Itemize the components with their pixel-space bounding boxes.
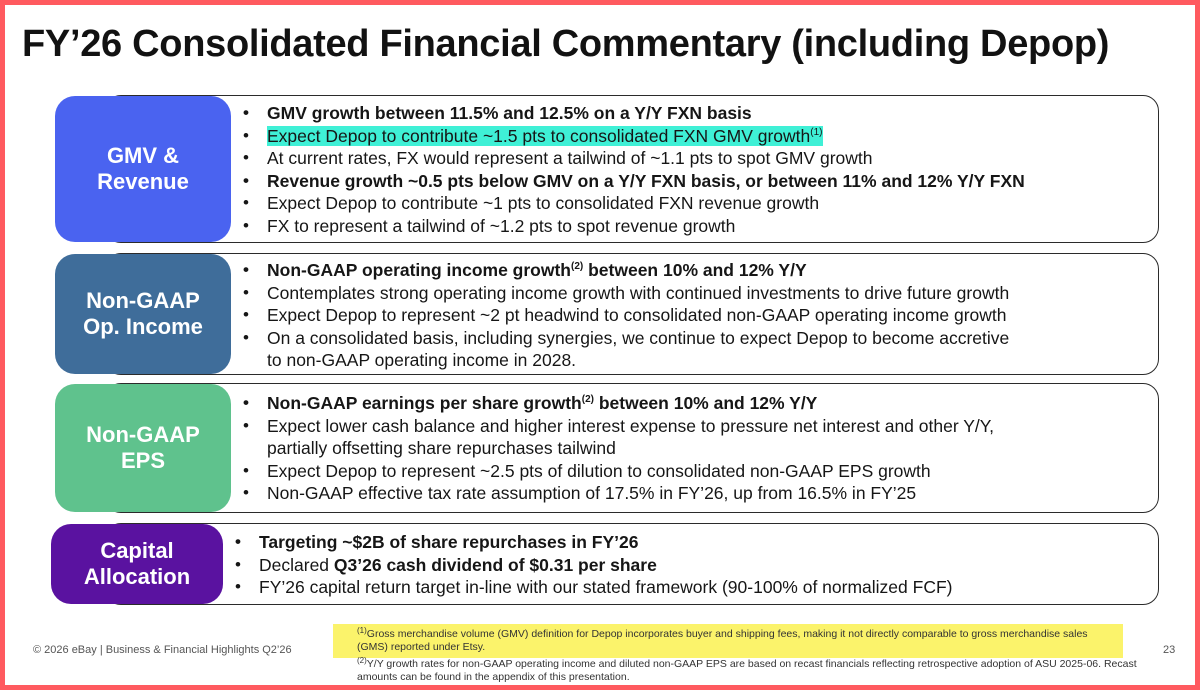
- footnote-1: (1)Gross merchandise volume (GMV) defini…: [333, 624, 1123, 658]
- section-eps: [105, 383, 1159, 513]
- bullet-item: • Non-GAAP effective tax rate assumption …: [243, 483, 917, 503]
- section-gmv-revenue: [105, 95, 1159, 243]
- bullet-item: • FX to represent a tailwind of ~1.2 pts …: [243, 215, 736, 236]
- bullet-item: • Expect Depop to contribute ~1.5 pts to …: [243, 125, 823, 146]
- footnote-2: (2)Y/Y growth rates for non-GAAP operati…: [357, 656, 1137, 684]
- bullet-item: • Declared Q3’26 cash dividend of $0.31 p…: [235, 554, 657, 575]
- bullet-item: • Expect lower cash balance and higher in…: [243, 415, 995, 459]
- bullet-item: • Non-GAAP operating income growth(2) bet…: [243, 260, 807, 280]
- section-op-income: [105, 253, 1159, 375]
- section-capital-allocation: [105, 523, 1159, 605]
- section-label-capital-allocation: Capital Allocation: [51, 524, 223, 604]
- page-title: FY’26 Consolidated Financial Commentary …: [22, 23, 1110, 65]
- page-number: 23: [1163, 644, 1176, 656]
- bullet-item: • On a consolidated basis, including syne…: [243, 327, 1010, 371]
- bullet-item: • Expect Depop to represent ~2.5 pts of d…: [243, 460, 931, 481]
- bullet-item: • Non-GAAP earnings per share growth(2) b…: [243, 393, 818, 413]
- section-label-op-income: Non-GAAP Op. Income: [55, 254, 231, 374]
- bullet-item: • Expect Depop to contribute ~1 pts to co…: [243, 193, 820, 213]
- bullet-item: • Expect Depop to represent ~2 pt headwin…: [243, 305, 1007, 325]
- section-label-gmv-revenue: GMV & Revenue: [55, 96, 231, 242]
- section-label-eps: Non-GAAP EPS: [55, 384, 231, 512]
- bullet-item: • Revenue growth ~0.5 pts below GMV on a …: [243, 170, 1025, 191]
- highlighted-text: Expect Depop to contribute ~1.5 pts to c…: [267, 125, 823, 146]
- bullet-list-eps: • Non-GAAP earnings per share growth(2) b…: [241, 392, 994, 505]
- bullet-list-capital-allocation: • Targeting ~$2B of share repurchases in …: [233, 531, 952, 599]
- bullet-item: • Contemplates strong operating income gr…: [243, 282, 1010, 303]
- bullet-list-gmv-revenue: • GMV growth between 11.5% and 12.5% on a…: [241, 102, 1025, 237]
- footer-copyright: © 2026 eBay | Business & Financial Highl…: [33, 644, 292, 656]
- bullet-item: • Targeting ~$2B of share repurchases in …: [235, 532, 639, 552]
- bullet-item: • FY’26 capital return target in-line wit…: [235, 577, 953, 597]
- slide: FY’26 Consolidated Financial Commentary …: [5, 5, 1195, 685]
- bullet-item: • GMV growth between 11.5% and 12.5% on a…: [243, 103, 752, 123]
- bullet-list-op-income: • Non-GAAP operating income growth(2) bet…: [241, 259, 1009, 372]
- bullet-item: • At current rates, FX would represent a …: [243, 148, 873, 168]
